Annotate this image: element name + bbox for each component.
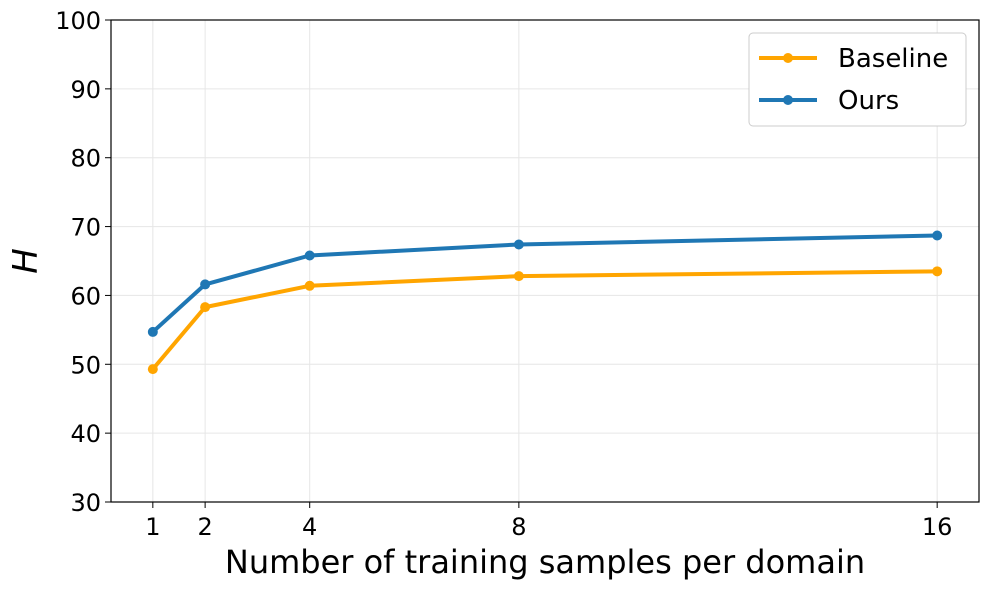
data-point-baseline [304, 280, 315, 291]
legend-marker-ours [783, 95, 793, 105]
x-tick-label: 8 [511, 513, 526, 541]
series-line-ours [150, 233, 940, 334]
legend-label: Ours [838, 86, 899, 116]
y-tick-label: 70 [70, 214, 101, 242]
data-point-baseline [513, 271, 524, 282]
y-tick-label: 50 [70, 351, 101, 379]
data-point-ours [513, 239, 524, 250]
legend: Baseline Ours [748, 32, 967, 127]
grid-lines [111, 19, 979, 503]
x-axis-title: Number of training samples per domain [225, 543, 865, 581]
data-point-baseline [200, 302, 211, 313]
y-tick-label: 40 [70, 420, 101, 448]
y-tick-label: 100 [55, 7, 101, 35]
axis-ticks: 30 40 50 60 70 80 90 100 1 2 4 8 16 [55, 7, 952, 541]
series-line-baseline [150, 269, 940, 372]
data-point-ours [304, 250, 315, 261]
y-tick-label: 60 [70, 282, 101, 310]
series-baseline [147, 266, 943, 375]
y-axis-title: H [6, 248, 46, 274]
y-tick-label: 90 [70, 76, 101, 104]
legend-item-ours: Ours [759, 86, 899, 116]
x-tick-label: 2 [197, 513, 212, 541]
data-point-baseline [147, 364, 158, 375]
x-tick-label: 1 [145, 513, 160, 541]
y-tick-label: 30 [70, 489, 101, 517]
data-point-baseline [932, 266, 943, 277]
y-tick-label: 80 [70, 145, 101, 173]
series-layer [147, 230, 943, 375]
legend-label: Baseline [838, 44, 948, 74]
x-tick-label: 4 [302, 513, 317, 541]
data-point-ours [932, 230, 943, 241]
legend-marker-baseline [783, 53, 793, 63]
data-point-ours [147, 326, 158, 337]
legend-item-baseline: Baseline [759, 44, 948, 74]
series-ours [147, 230, 943, 337]
x-tick-label: 16 [922, 513, 953, 541]
data-point-ours [200, 279, 211, 290]
plot-frame [110, 19, 980, 503]
